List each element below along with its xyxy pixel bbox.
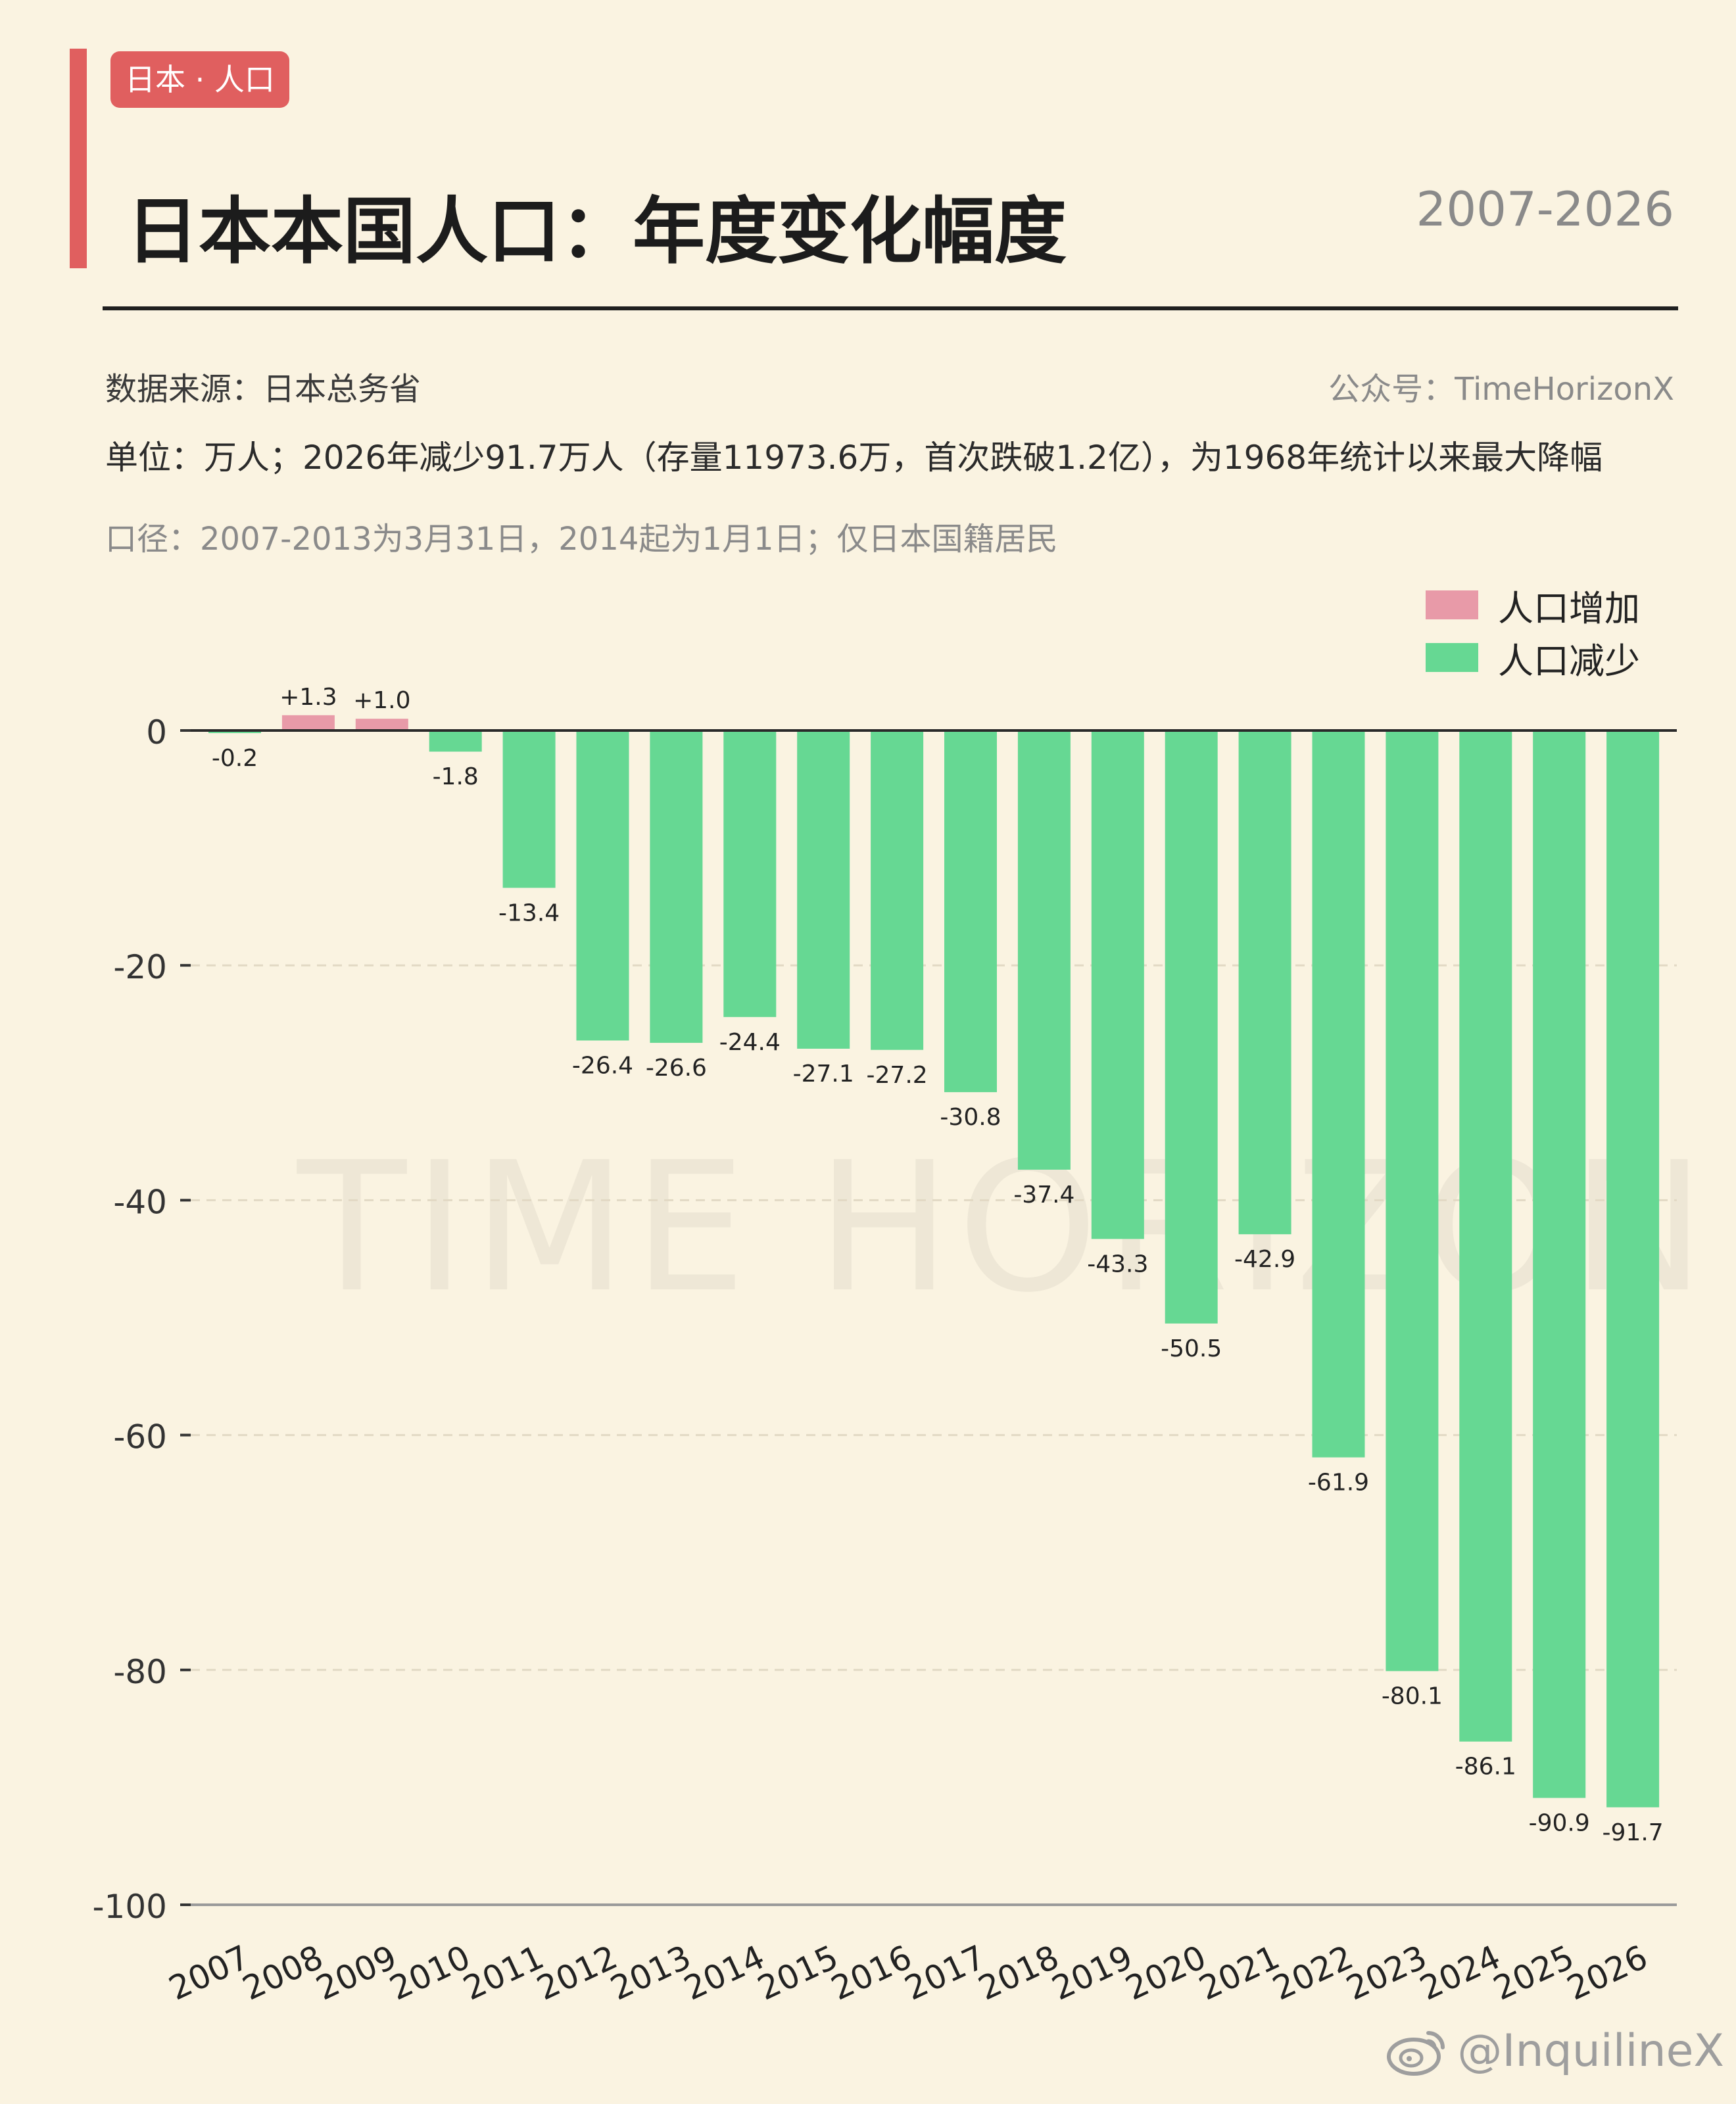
bar-2018 xyxy=(1017,730,1071,1170)
legend: 人口增加 人口减少 xyxy=(1426,579,1640,684)
accent-bar xyxy=(70,49,87,268)
caliber-note: 口径：2007-2013为3月31日，2014起为1月1日；仅日本国籍居民 xyxy=(105,521,1058,558)
value-label-2011: -13.4 xyxy=(498,899,560,926)
account-name: 公众号：TimeHorizonX xyxy=(1328,371,1674,408)
unit-note: 单位：万人；2026年减少91.7万人（存量11973.6万，首次跌破1.2亿）… xyxy=(105,439,1603,477)
value-label-2007: -0.2 xyxy=(212,745,258,772)
page-title: 日本本国人口：年度变化幅度 xyxy=(126,189,1067,274)
value-label-2023: -80.1 xyxy=(1382,1683,1443,1710)
bar-2011 xyxy=(502,730,556,888)
bar-2017 xyxy=(944,730,997,1093)
y-tick-label: -60 xyxy=(113,1418,167,1456)
value-label-2024: -86.1 xyxy=(1455,1754,1516,1781)
bar-2026 xyxy=(1606,730,1660,1807)
bar-2012 xyxy=(576,730,629,1041)
bar-2008 xyxy=(281,715,335,730)
bar-2021 xyxy=(1238,730,1291,1235)
weibo-icon xyxy=(1387,2030,1445,2076)
value-label-2015: -27.1 xyxy=(793,1061,854,1088)
value-label-2022: -61.9 xyxy=(1308,1470,1369,1496)
y-tick-label: -40 xyxy=(113,1183,167,1221)
bar-2009 xyxy=(355,719,408,730)
y-tick-label: -20 xyxy=(113,948,167,986)
value-label-2009: +1.0 xyxy=(353,687,410,714)
value-label-2020: -50.5 xyxy=(1161,1335,1222,1362)
bar-2010 xyxy=(429,730,482,752)
legend-label-decrease: 人口减少 xyxy=(1498,640,1640,682)
y-tick-label: -80 xyxy=(113,1653,167,1691)
bar-2014 xyxy=(723,730,777,1017)
value-label-2013: -26.6 xyxy=(646,1055,707,1082)
bar-2024 xyxy=(1459,730,1512,1742)
value-label-2012: -26.4 xyxy=(572,1053,633,1080)
bar-2022 xyxy=(1312,730,1365,1458)
legend-item-decrease: 人口减少 xyxy=(1426,631,1640,684)
value-label-2021: -42.9 xyxy=(1234,1246,1295,1273)
legend-item-increase: 人口增加 xyxy=(1426,579,1640,631)
value-label-2010: -1.8 xyxy=(433,763,479,790)
value-label-2026: -91.7 xyxy=(1603,1819,1664,1846)
value-label-2025: -90.9 xyxy=(1529,1809,1590,1836)
data-source: 数据来源：日本总务省 xyxy=(105,371,422,408)
value-label-2014: -24.4 xyxy=(719,1029,781,1056)
footer-watermark: @InquilineX xyxy=(1385,2025,1724,2077)
value-label-2008: +1.3 xyxy=(279,684,337,711)
footer-handle: @InquilineX xyxy=(1457,2025,1724,2077)
legend-swatch-decrease xyxy=(1426,643,1478,672)
y-tick-label: -100 xyxy=(93,1888,167,1926)
x-tick-label-2026: 2026 xyxy=(1561,1938,1653,2007)
topic-tag: 日本 · 人口 xyxy=(110,51,289,108)
bar-2013 xyxy=(650,730,703,1043)
value-label-2019: -43.3 xyxy=(1087,1251,1148,1278)
bar-2023 xyxy=(1386,730,1439,1671)
bar-2019 xyxy=(1091,730,1144,1239)
bar-2015 xyxy=(797,730,850,1049)
value-label-2016: -27.2 xyxy=(867,1062,928,1089)
y-tick-label: 0 xyxy=(146,713,167,752)
bar-2016 xyxy=(871,730,924,1050)
legend-label-increase: 人口增加 xyxy=(1498,587,1640,629)
bar-2020 xyxy=(1165,730,1218,1324)
year-range: 2007-2026 xyxy=(1416,181,1674,237)
value-label-2017: -30.8 xyxy=(940,1104,1001,1131)
value-label-2018: -37.4 xyxy=(1013,1182,1074,1208)
title-divider xyxy=(103,306,1678,310)
bar-2025 xyxy=(1533,730,1586,1798)
legend-swatch-increase xyxy=(1426,590,1478,619)
